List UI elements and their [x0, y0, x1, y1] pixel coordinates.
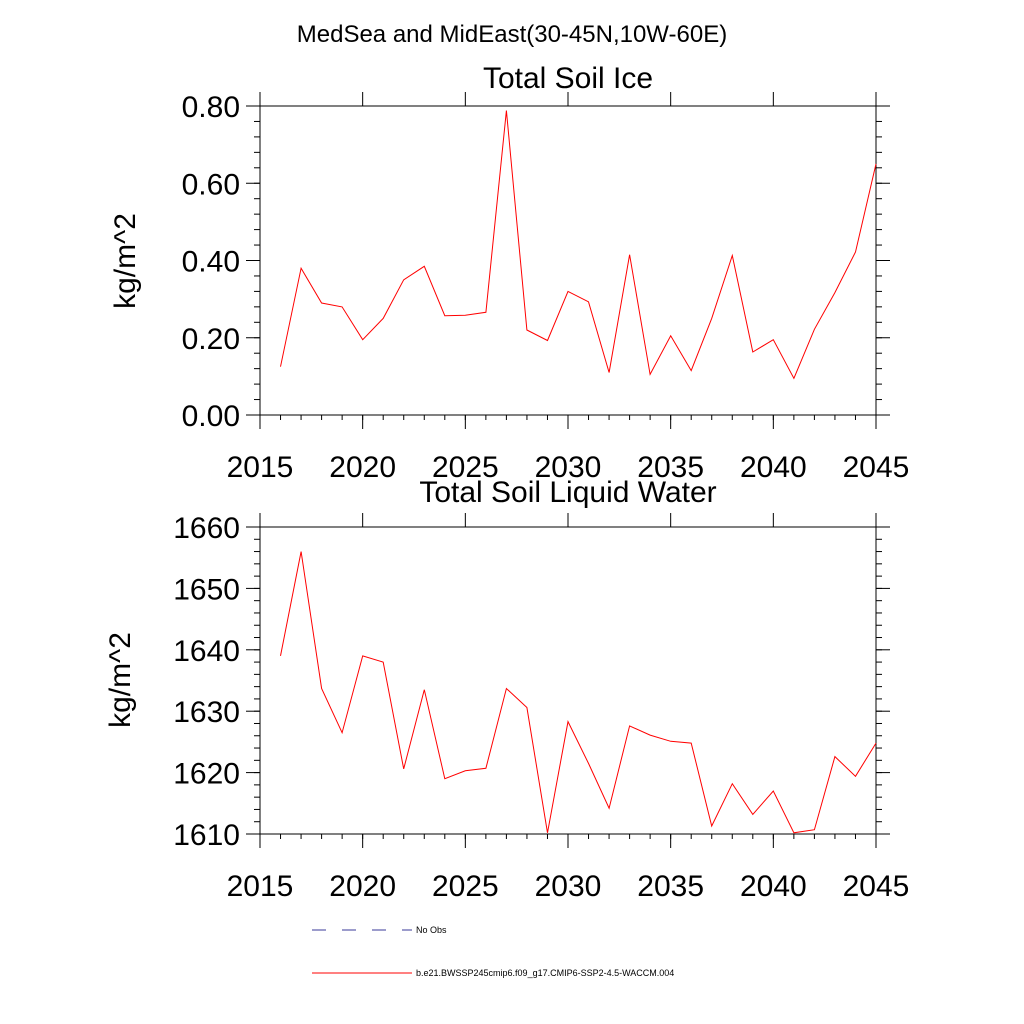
- x-tick-label: 2040: [740, 870, 807, 903]
- panel-total-soil-ice: Total Soil Ice kg/m^2 0.000.200.400.600.…: [109, 62, 909, 484]
- x-tick-label: 2015: [227, 451, 294, 484]
- x-tick-label: 2015: [227, 870, 294, 903]
- panel-title: Total Soil Liquid Water: [419, 476, 716, 509]
- legend: No Obs b.e21.BWSSP245cmip6.f09_g17.CMIP6…: [312, 925, 674, 978]
- y-tick-label: 0.40: [182, 246, 240, 279]
- y-tick-label: 1640: [173, 635, 240, 668]
- y-tick-label: 1650: [173, 573, 240, 606]
- legend-label-no-obs: No Obs: [416, 925, 447, 935]
- x-tick-label: 2040: [740, 451, 807, 484]
- x-tick-label: 2045: [843, 870, 910, 903]
- y-axis-label: kg/m^2: [104, 632, 137, 728]
- series-line: [280, 110, 877, 380]
- x-tick-label: 2025: [432, 870, 499, 903]
- x-tick-label: 2020: [329, 451, 396, 484]
- x-tick-label: 2025: [432, 451, 499, 484]
- y-tick-label: 1630: [173, 696, 240, 729]
- axes: 0.00 0.20 0.40 0.60 0.80 2015 2020 2025 2030 2035…: [182, 91, 910, 484]
- y-tick-label: 0.20: [182, 323, 240, 356]
- figure-title: MedSea and MidEast(30-45N,10W-60E): [297, 21, 727, 48]
- series-lines: [280, 551, 877, 834]
- y-tick-label: 0.60: [182, 168, 240, 201]
- panel-title: Total Soil Ice: [483, 62, 653, 95]
- y-axis-label: kg/m^2: [109, 213, 142, 309]
- y-tick-label: 1620: [173, 758, 240, 791]
- axes: 1610 1620 1630 1640 1650 1660 2015 2020 2025 2030…: [173, 512, 909, 903]
- x-tick-label: 2045: [843, 451, 910, 484]
- panel-total-soil-liquid-water: Total Soil Liquid Water kg/m^2 161016201…: [104, 476, 909, 903]
- y-tick-label: 0.00: [182, 400, 240, 433]
- series-lines: [280, 110, 877, 380]
- series-line: [280, 551, 877, 834]
- y-tick-label: 1610: [173, 819, 240, 852]
- x-tick-label: 2020: [329, 870, 396, 903]
- x-tick-label: 2030: [535, 451, 602, 484]
- legend-label-model: b.e21.BWSSP245cmip6.f09_g17.CMIP6-SSP2-4…: [416, 968, 674, 978]
- y-tick-label: 0.80: [182, 91, 240, 124]
- x-tick-label: 2035: [637, 870, 704, 903]
- x-tick-label: 2035: [637, 451, 704, 484]
- y-tick-label: 1660: [173, 512, 240, 545]
- x-tick-label: 2030: [535, 870, 602, 903]
